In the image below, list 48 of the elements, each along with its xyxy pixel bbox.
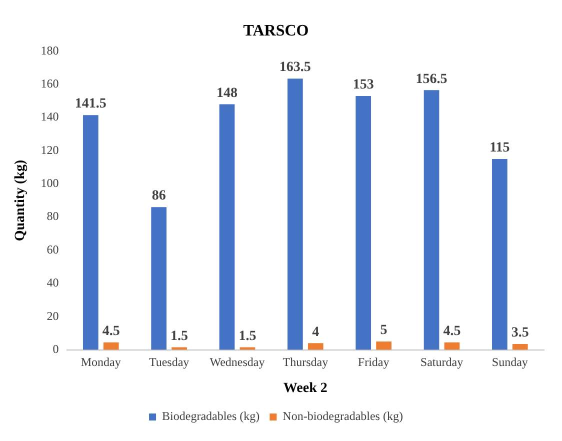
x-tick-label: Friday (358, 355, 390, 370)
x-tick-label: Sunday (492, 355, 528, 370)
y-tick-label: 100 (40, 176, 59, 190)
data-label: 148 (216, 86, 238, 101)
data-label: 5 (380, 323, 388, 338)
y-tick-label: 80 (46, 209, 59, 224)
chart-title: TARSCO (243, 22, 309, 40)
y-tick-label: 140 (40, 110, 59, 124)
data-label: 3.5 (511, 326, 529, 341)
data-label: 141.5 (74, 96, 106, 112)
x-tick-label: Tuesday (148, 355, 190, 370)
y-tick-label: 180 (40, 43, 59, 58)
x-tick-label: Thursday (282, 355, 328, 370)
data-label: 115 (490, 140, 510, 156)
bar (103, 342, 119, 350)
x-tick-label: Wednesday (210, 355, 265, 370)
data-label: 163.5 (279, 60, 311, 76)
bar (444, 342, 460, 350)
y-tick-label: 20 (46, 308, 59, 323)
bar (512, 344, 528, 350)
y-tick-label: 160 (40, 76, 59, 91)
bar (492, 159, 508, 350)
bar (151, 207, 166, 350)
data-label: 156.5 (416, 72, 448, 87)
legend-label: Non-biodegradables (kg) (282, 409, 403, 424)
bar (376, 342, 392, 350)
bar (356, 96, 372, 350)
y-axis-title: Quantity (kg) (13, 160, 28, 242)
data-label: 1.5 (238, 328, 256, 344)
x-tick-label: Monday (80, 355, 121, 370)
data-label: 4.5 (443, 324, 461, 339)
bar (288, 78, 303, 350)
bar (424, 90, 440, 350)
bar (219, 104, 235, 350)
data-label: 86 (152, 188, 166, 204)
bar (308, 343, 324, 350)
data-label: 153 (352, 78, 374, 93)
data-label: 4 (312, 324, 320, 340)
y-tick-label: 40 (46, 276, 59, 290)
data-label: 1.5 (170, 328, 188, 344)
x-axis-title: Week 2 (283, 381, 328, 396)
y-tick-label: 60 (46, 242, 59, 256)
bar (82, 115, 98, 350)
y-tick-label: 0 (52, 342, 59, 356)
data-label: 4.5 (102, 324, 120, 339)
legend-label: Biodegradables (kg) (162, 409, 260, 424)
y-tick-label: 120 (40, 142, 59, 157)
x-tick-label: Saturday (420, 355, 464, 370)
